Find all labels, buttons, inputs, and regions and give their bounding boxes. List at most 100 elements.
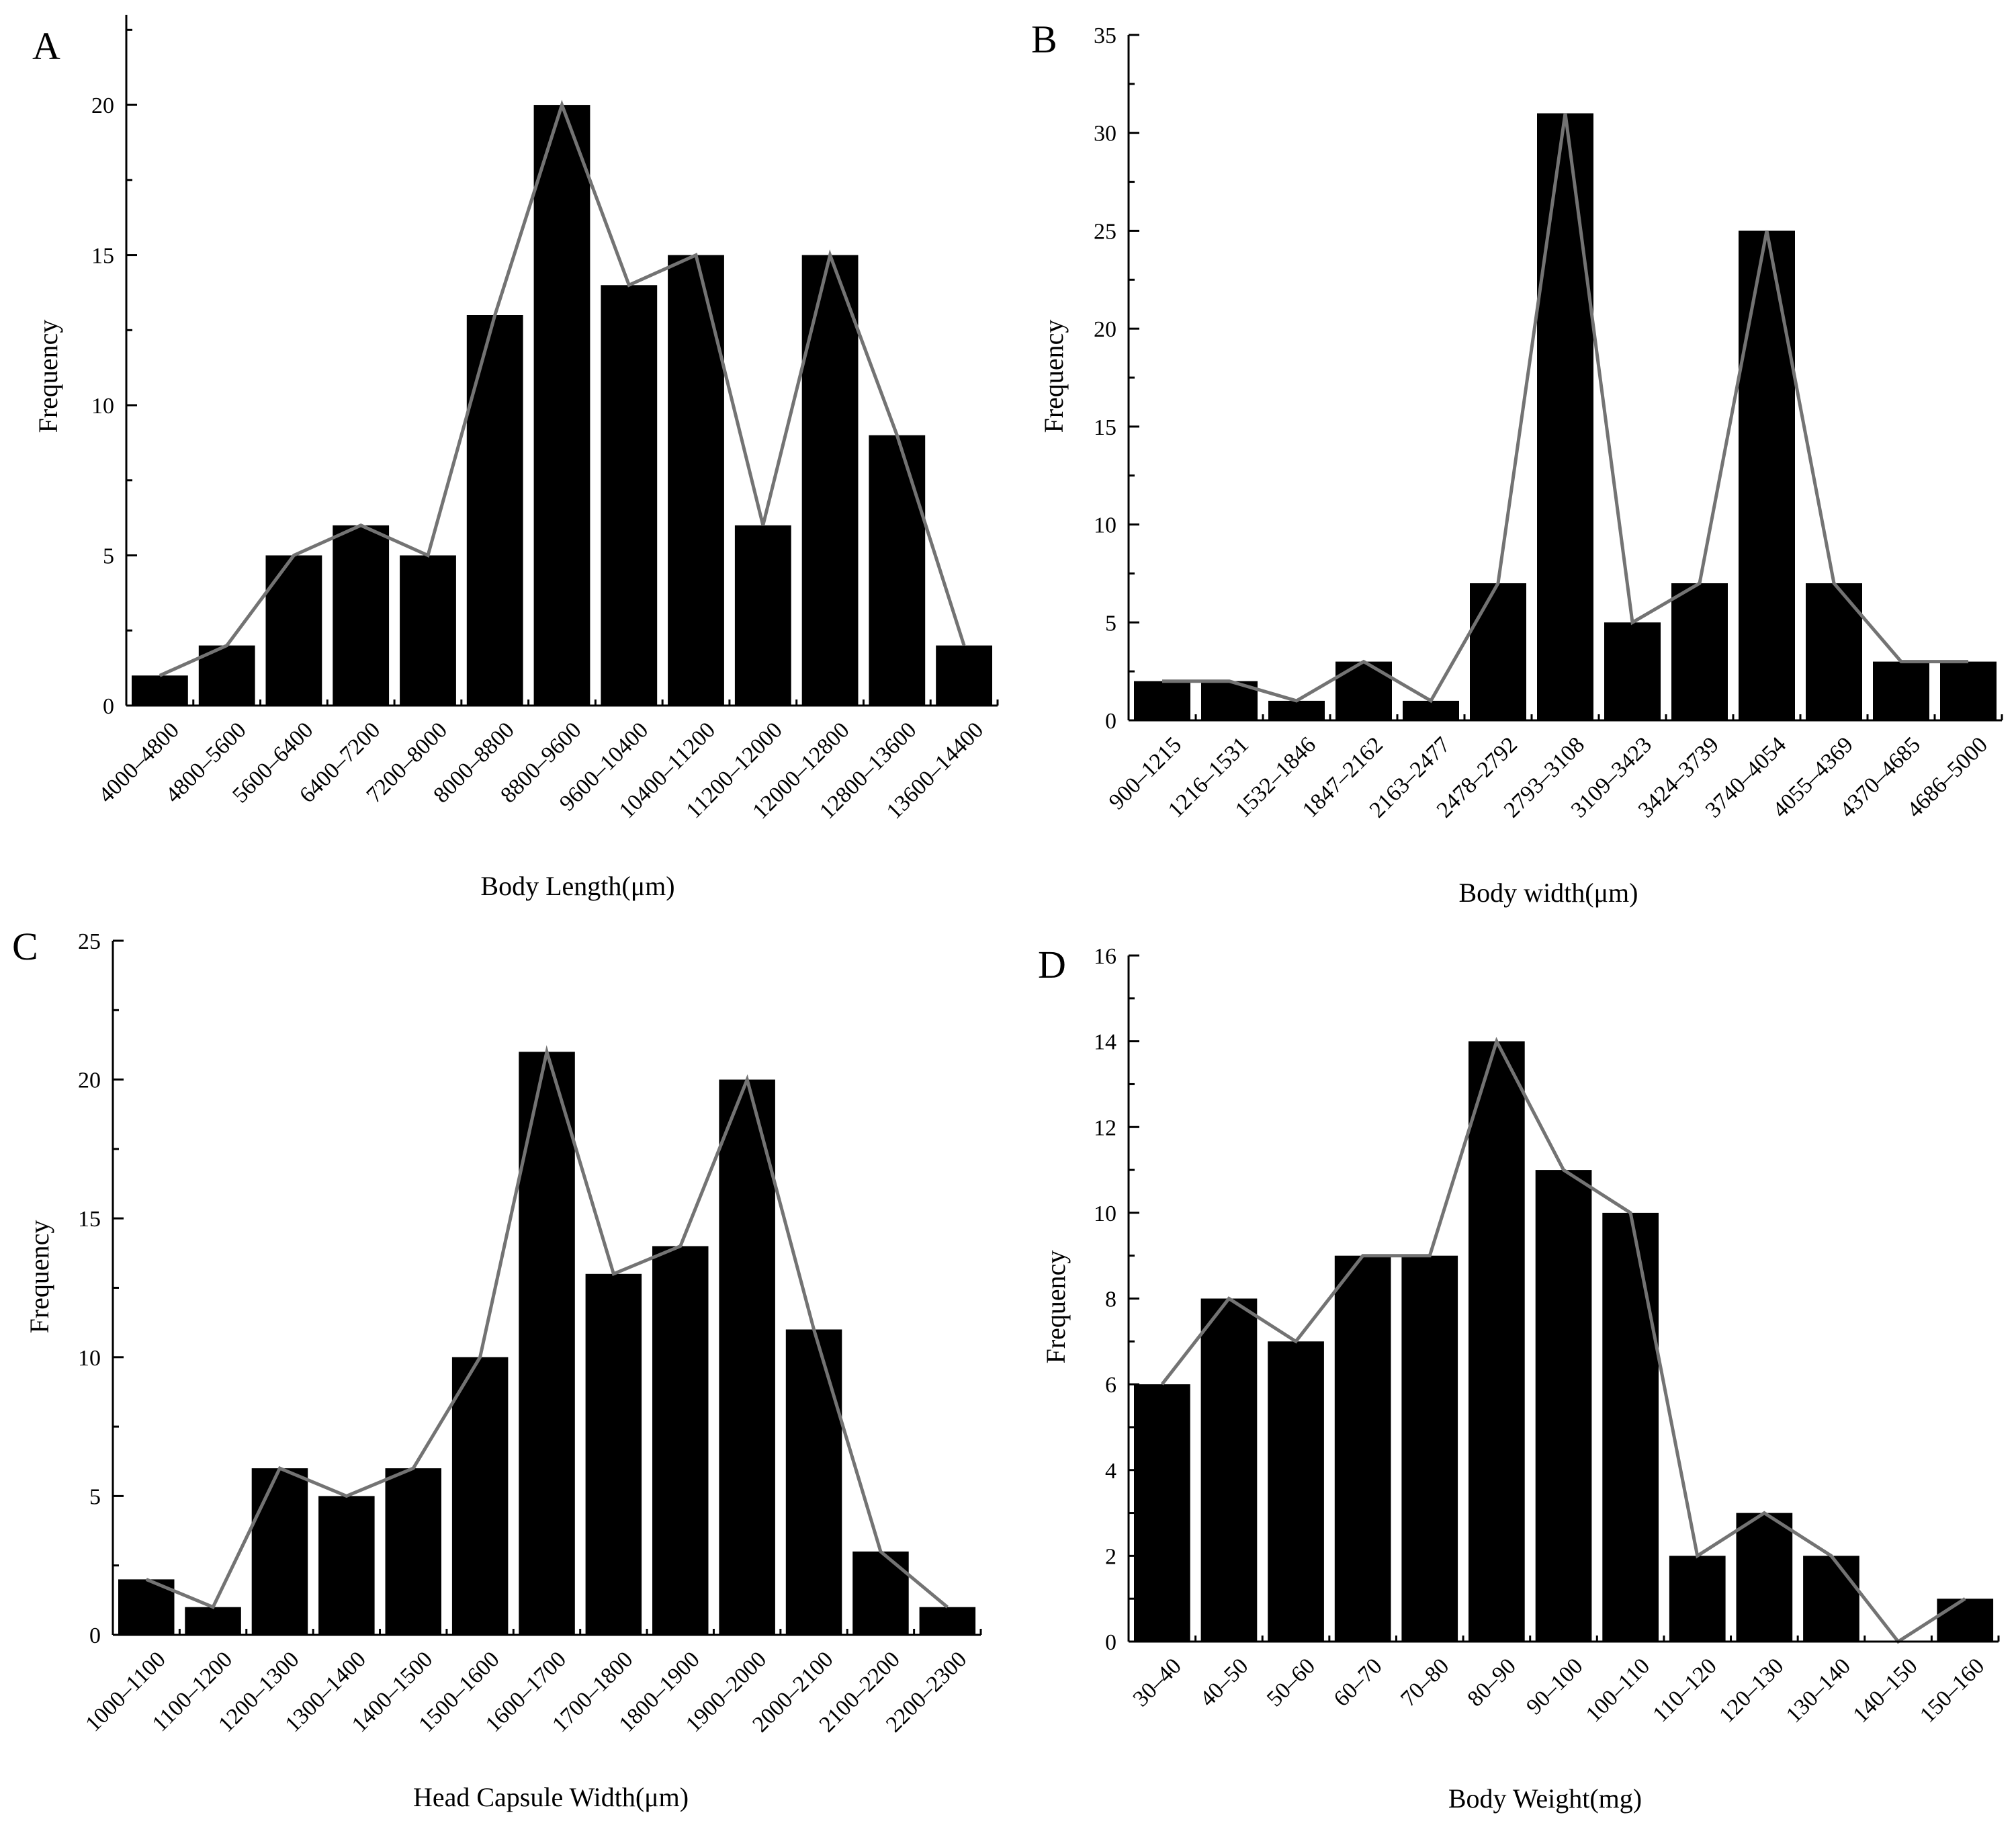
- panel-d-y-tick-label: 6: [1105, 1373, 1116, 1398]
- panel-d-x-tick-label: 150–160: [1915, 1654, 1989, 1728]
- panel-d-y-tick-label: 14: [1094, 1030, 1116, 1055]
- panel-a-bar: [869, 435, 926, 706]
- panel-a-y-tick-label: 10: [91, 394, 114, 419]
- panel-a-bar: [132, 675, 188, 706]
- panel-a-frequency-line: [159, 99, 966, 677]
- panel-d-y-axis-title: Frequency: [1041, 1250, 1071, 1364]
- panel-a-bar: [265, 555, 322, 706]
- panel-d-x-tick-label: 60–70: [1329, 1654, 1387, 1711]
- panel-d-bar: [1602, 1212, 1659, 1642]
- panel-d-bar: [1736, 1513, 1793, 1642]
- panel-d-bar: [1200, 1298, 1258, 1642]
- panel-d-bar: [1469, 1041, 1525, 1642]
- panel-a-bar: [601, 285, 658, 706]
- panel-b-y-tick-label: 35: [1094, 24, 1116, 48]
- panel-c-bar: [652, 1246, 709, 1635]
- panel-d-x-tick-label: 140–150: [1848, 1654, 1922, 1728]
- panel-b-bar: [1604, 622, 1661, 720]
- panel-a-y-axis-title: Frequency: [33, 320, 63, 433]
- panel-b-x-axis-title: Body width(μm): [1459, 878, 1638, 908]
- panel-d-letter: D: [1038, 943, 1066, 986]
- panel-c-y-tick-label: 15: [78, 1207, 101, 1232]
- panel-d-x-tick-label: 50–60: [1262, 1654, 1320, 1711]
- panel-a-y-tick-label: 15: [91, 244, 114, 269]
- panel-a-bar: [333, 525, 390, 706]
- panel-c: C Head Capsule Width(μm) Frequency 0 5 10 1…: [12, 925, 982, 1812]
- panel-c-bar: [919, 1607, 976, 1635]
- panel-d-x-tick-label: 30–40: [1129, 1654, 1186, 1711]
- panel-b-frequency-line: [1162, 113, 1968, 704]
- panel-d-bar: [1134, 1384, 1190, 1642]
- panel-c-bar: [185, 1607, 241, 1635]
- panel-b-y-tick-label: 0: [1105, 709, 1116, 734]
- panel-a-y-tick-label: 0: [103, 694, 114, 719]
- panel-c-frequency-line: [145, 1045, 949, 1609]
- panel-a: A Body Length(μm) Frequency 051015204000…: [32, 15, 999, 901]
- panel-b-bar: [1537, 113, 1593, 721]
- panel-b-bar: [1335, 661, 1392, 720]
- panel-b-bar: [1739, 230, 1795, 720]
- panel-d-bar: [1937, 1599, 1994, 1642]
- panel-b-bar: [1403, 700, 1459, 720]
- panel-b-bar: [1134, 681, 1190, 720]
- panel-c-y-axis-title: Frequency: [24, 1220, 54, 1334]
- panel-a-letter: A: [32, 24, 60, 68]
- panel-c-letter: C: [12, 925, 38, 968]
- panel-b-y-tick-label: 15: [1094, 415, 1116, 440]
- panel-c-bar: [585, 1273, 642, 1635]
- panel-c-bar: [719, 1079, 775, 1635]
- panel-b-bar: [1268, 700, 1325, 720]
- panel-c-y-tick-label: 20: [78, 1068, 101, 1093]
- panel-a-y-tick-label: 20: [91, 93, 114, 118]
- panel-b: B Body width(μm) Frequency 0 5 10 15 20 25 30 3…: [1031, 17, 2003, 908]
- panel-a-bar: [801, 255, 859, 706]
- panel-b-bar: [1873, 661, 1929, 720]
- panel-b-y-tick-label: 30: [1094, 122, 1116, 146]
- panel-b-y-axis-title: Frequency: [1039, 320, 1069, 433]
- panel-a-bar: [400, 555, 456, 706]
- panel-c-bar: [251, 1468, 308, 1635]
- panel-c-y-tick-label: 25: [78, 929, 101, 954]
- panel-a-bar: [734, 525, 791, 706]
- panel-c-y-tick-label: 0: [89, 1623, 101, 1648]
- panel-d-y-tick-label: 4: [1105, 1459, 1116, 1484]
- panel-d-bar: [1535, 1170, 1592, 1642]
- panel-c-x-axis-title: Head Capsule Width(μm): [413, 1782, 689, 1812]
- panel-a-bar: [936, 645, 992, 706]
- panel-d-y-tick-label: 0: [1105, 1630, 1116, 1655]
- panel-a-y-tick-label: 5: [103, 544, 114, 569]
- panel-d-x-tick-label: 80–90: [1463, 1654, 1521, 1711]
- panel-c-bar: [385, 1468, 441, 1635]
- panel-b-bar: [1671, 583, 1728, 720]
- panel-d-x-tick-label: 40–50: [1195, 1654, 1253, 1711]
- panel-d-x-tick-label: 70–80: [1396, 1654, 1454, 1711]
- panel-c-y-tick-label: 5: [89, 1484, 101, 1509]
- panel-d-y-tick-label: 2: [1105, 1544, 1116, 1569]
- panel-d-bar: [1669, 1556, 1726, 1642]
- panel-d-frequency-line: [1160, 1037, 1966, 1644]
- panel-a-bar: [466, 315, 523, 706]
- panel-b-bar: [1470, 583, 1526, 720]
- panel-b-y-tick-label: 5: [1105, 611, 1116, 636]
- panel-d-bar: [1401, 1255, 1458, 1642]
- panel-d-x-tick-label: 100–110: [1581, 1654, 1655, 1727]
- panel-b-bar: [1940, 661, 1997, 720]
- panel-d-x-tick-label: 130–140: [1782, 1654, 1855, 1728]
- panel-d-bar: [1803, 1556, 1859, 1642]
- panel-c-bar: [852, 1552, 909, 1635]
- panel-d-y-tick-label: 10: [1094, 1201, 1116, 1226]
- panel-d: D Body Weight(mg) Frequency 0 2 4 6 8 10 12 14 1…: [1038, 943, 2000, 1814]
- panel-b-y-tick-label: 25: [1094, 219, 1116, 244]
- panel-d-x-tick-label: 120–130: [1714, 1654, 1788, 1728]
- panel-b-y-tick-label: 10: [1094, 513, 1116, 538]
- panel-d-x-axis-title: Body Weight(mg): [1448, 1783, 1642, 1814]
- panel-c-bar: [785, 1329, 842, 1635]
- panel-c-bar: [318, 1496, 375, 1635]
- panel-d-bar: [1334, 1255, 1391, 1642]
- panel-d-bar: [1268, 1341, 1324, 1642]
- panel-d-x-tick-label: 90–100: [1522, 1654, 1587, 1720]
- panel-d-x-tick-label: 110–120: [1648, 1654, 1721, 1727]
- panel-c-bar: [519, 1052, 575, 1635]
- panel-a-bar: [668, 255, 724, 706]
